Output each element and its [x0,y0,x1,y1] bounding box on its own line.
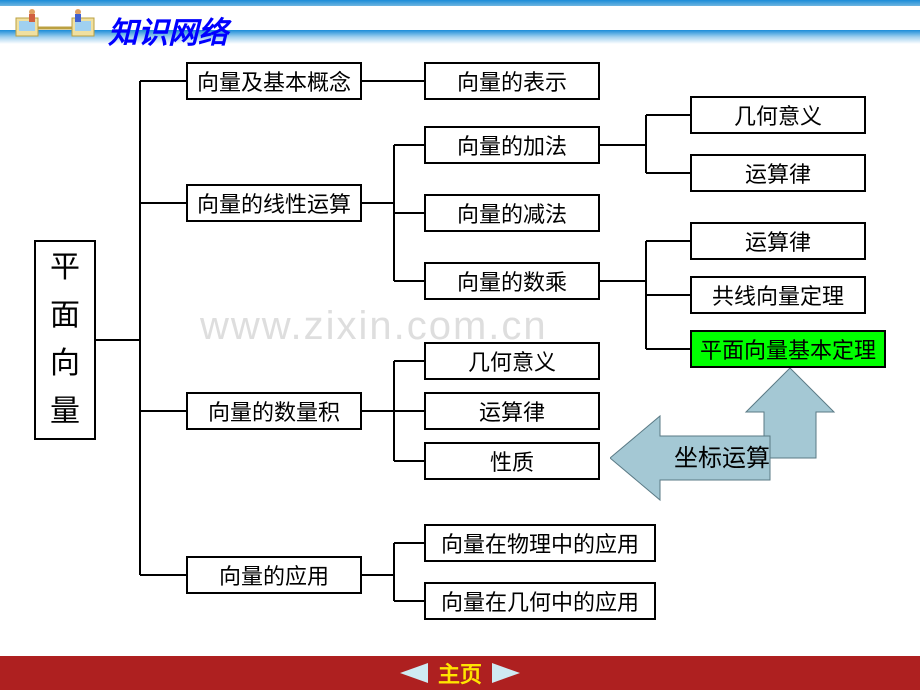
node-label: 性质 [490,445,534,477]
node-l3: 向量的表示 [424,62,600,100]
node-label: 向量的数量积 [208,395,340,427]
node-l2: 向量及基本概念 [186,62,362,100]
prev-arrow-icon[interactable] [400,663,428,683]
node-label: 向量及基本概念 [197,65,351,97]
node-label: 平面向量基本定理 [700,333,876,365]
footer-bar: 主页 [0,656,920,690]
node-label: 向量在几何中的应用 [441,585,639,617]
node-label: 运算律 [479,395,545,427]
node-label: 共线向量定理 [712,279,844,311]
node-l4-highlight: 平面向量基本定理 [690,330,886,368]
node-label: 向量的加法 [457,129,567,161]
node-l4: 运算律 [690,154,866,192]
node-l3: 向量在几何中的应用 [424,582,656,620]
node-label: 面 [50,292,80,340]
node-label: 向量的线性运算 [197,187,351,219]
node-label: 向 [50,340,80,388]
node-root: 平 面 向 量 [34,240,96,440]
node-l3: 运算律 [424,392,600,430]
node-l4: 运算律 [690,222,866,260]
page-title: 知识网络 [108,8,228,52]
node-label: 向量的数乘 [457,265,567,297]
node-l3: 向量的数乘 [424,262,600,300]
node-l3: 向量在物理中的应用 [424,524,656,562]
home-link[interactable]: 主页 [438,657,482,689]
node-label: 向量的减法 [457,197,567,229]
top-border [0,0,920,6]
callout-arrows: 坐标运算 [610,368,890,508]
node-l3: 向量的加法 [424,126,600,164]
next-arrow-icon[interactable] [492,663,520,683]
diagram-area: www.zixin.com.cn [0,54,920,644]
arrow-label: 坐标运算 [674,445,770,472]
node-label: 量 [50,388,80,436]
node-label: 平 [50,244,80,292]
node-label: 几何意义 [734,99,822,131]
node-l3: 向量的减法 [424,194,600,232]
node-label: 向量在物理中的应用 [441,527,639,559]
node-l3: 性质 [424,442,600,480]
node-l2: 向量的线性运算 [186,184,362,222]
node-label: 运算律 [745,157,811,189]
node-l2: 向量的数量积 [186,392,362,430]
node-l4: 共线向量定理 [690,276,866,314]
node-label: 运算律 [745,225,811,257]
node-l3: 几何意义 [424,342,600,380]
node-label: 几何意义 [468,345,556,377]
node-l2: 向量的应用 [186,556,362,594]
header-icon [12,8,98,48]
node-label: 向量的表示 [457,65,567,97]
node-label: 向量的应用 [219,559,329,591]
node-l4: 几何意义 [690,96,866,134]
